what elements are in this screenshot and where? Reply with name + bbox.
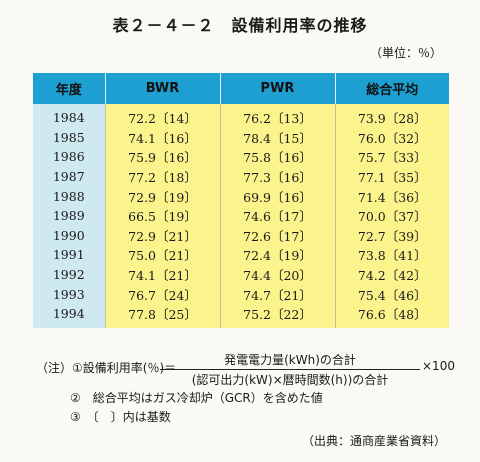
cell-bwr: 72.9〔21〕 [104, 225, 220, 246]
cell-year: 1994 [33, 303, 105, 328]
table-row: 1984 72.2〔14〕 76.2〔13〕 73.9〔28〕 [33, 104, 449, 128]
cell-bwr: 66.5〔19〕 [104, 205, 220, 226]
cell-average: 73.8〔41〕 [334, 245, 449, 265]
cell-bwr: 76.7〔24〕 [104, 284, 220, 304]
cell-year: 1989 [33, 205, 105, 226]
table-title: 表２－４－２ 設備利用率の推移 [112, 16, 368, 35]
header-year: 年度 [33, 73, 105, 104]
cell-average: 70.0〔37〕 [334, 205, 449, 226]
cell-average: 71.4〔36〕 [334, 186, 449, 206]
cell-bwr: 74.1〔16〕 [104, 127, 220, 148]
unit-label: （単位：％） [369, 46, 442, 60]
source-note: （出典：通商産業省資料） [301, 434, 446, 448]
cell-pwr: 76.2〔13〕 [219, 104, 335, 128]
cell-pwr: 69.9〔16〕 [219, 186, 335, 206]
formula-denominator: (認可出力(kW)×暦時間数(h))の合計 [191, 373, 389, 387]
utilization-table: 年度 BWR PWR 総合平均 1984 72.2〔14〕 76.2〔13〕 73.9… [33, 73, 449, 328]
cell-average: 74.2〔42〕 [334, 264, 449, 285]
table-row: 1986 75.9〔16〕 75.8〔16〕 75.7〔33〕 [33, 147, 449, 167]
header-average: 総合平均 [334, 73, 449, 104]
cell-average: 73.9〔28〕 [334, 104, 449, 128]
cell-year: 1988 [33, 186, 105, 206]
cell-pwr: 78.4〔15〕 [219, 127, 335, 148]
cell-year: 1987 [33, 166, 105, 187]
cell-bwr: 74.1〔21〕 [104, 264, 220, 285]
table-body: 1984 72.2〔14〕 76.2〔13〕 73.9〔28〕 1985 74.1〔16〕… [33, 104, 449, 328]
formula-multiplier: ×100 [422, 359, 455, 373]
cell-pwr: 74.6〔17〕 [219, 205, 335, 226]
cell-year: 1990 [33, 225, 105, 246]
cell-bwr: 75.0〔21〕 [104, 245, 220, 265]
cell-pwr: 72.4〔19〕 [219, 245, 335, 265]
header-pwr: PWR [219, 73, 335, 104]
cell-average: 75.4〔46〕 [334, 284, 449, 304]
cell-bwr: 77.2〔18〕 [104, 166, 220, 187]
formula-fraction: 発電電力量(kWh)の合計 (認可出力(kW)×暦時間数(h))の合計 [160, 351, 420, 388]
cell-year: 1993 [33, 284, 105, 304]
formula-numerator: 発電電力量(kWh)の合計 [160, 351, 420, 370]
cell-average: 75.7〔33〕 [334, 147, 449, 167]
table-row: 1993 76.7〔24〕 74.7〔21〕 75.4〔46〕 [33, 284, 449, 304]
table-row: 1987 77.2〔18〕 77.3〔16〕 77.1〔35〕 [33, 166, 449, 187]
cell-pwr: 75.2〔22〕 [219, 303, 335, 328]
cell-bwr: 72.2〔14〕 [104, 104, 220, 128]
cell-year: 1984 [33, 104, 105, 128]
cell-year: 1986 [33, 147, 105, 167]
table-row: 1985 74.1〔16〕 78.4〔15〕 76.0〔32〕 [33, 127, 449, 148]
note-1-prefix: （注）①設備利用率(％)＝ [36, 361, 177, 375]
table-row: 1991 75.0〔21〕 72.4〔19〕 73.8〔41〕 [33, 245, 449, 265]
cell-year: 1992 [33, 264, 105, 285]
table-row: 1992 74.1〔21〕 74.4〔20〕 74.2〔42〕 [33, 264, 449, 285]
note-3: ③ 〔 〕内は基数 [70, 410, 171, 424]
cell-average: 77.1〔35〕 [334, 166, 449, 187]
table-row: 1988 72.9〔19〕 69.9〔16〕 71.4〔36〕 [33, 186, 449, 206]
table-row: 1994 77.8〔25〕 75.2〔22〕 76.6〔48〕 [33, 303, 449, 328]
cell-pwr: 74.7〔21〕 [219, 284, 335, 304]
cell-average: 76.6〔48〕 [334, 303, 449, 328]
header-row: 年度 BWR PWR 総合平均 [33, 73, 449, 104]
cell-year: 1991 [33, 245, 105, 265]
cell-pwr: 74.4〔20〕 [219, 264, 335, 285]
cell-average: 72.7〔39〕 [334, 225, 449, 246]
cell-bwr: 75.9〔16〕 [104, 147, 220, 167]
cell-pwr: 75.8〔16〕 [219, 147, 335, 167]
note-2: ② 総合平均はガス冷却炉（GCR）を含めた値 [70, 391, 323, 405]
header-bwr: BWR [104, 73, 220, 104]
cell-bwr: 77.8〔25〕 [104, 303, 220, 328]
cell-pwr: 77.3〔16〕 [219, 166, 335, 187]
table-row: 1990 72.9〔21〕 72.6〔17〕 72.7〔39〕 [33, 225, 449, 246]
cell-bwr: 72.9〔19〕 [104, 186, 220, 206]
cell-pwr: 72.6〔17〕 [219, 225, 335, 246]
cell-average: 76.0〔32〕 [334, 127, 449, 148]
table-row: 1989 66.5〔19〕 74.6〔17〕 70.0〔37〕 [33, 205, 449, 226]
cell-year: 1985 [33, 127, 105, 148]
